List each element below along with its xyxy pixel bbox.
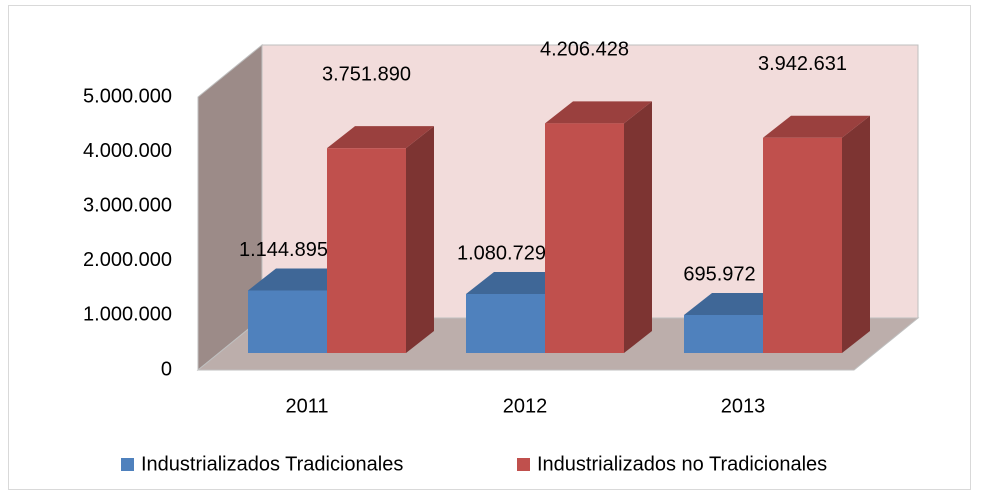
- bar-side: [842, 115, 870, 353]
- data-label: 1.144.895: [239, 239, 328, 261]
- legend-swatch: [121, 458, 134, 471]
- x-tick-label: 2013: [721, 395, 766, 417]
- data-label: 4.206.428: [540, 39, 629, 61]
- legend-label: Industrializados Tradicionales: [141, 453, 403, 475]
- bar-side: [406, 126, 434, 353]
- y-tick-label: 4.000.000: [83, 140, 172, 162]
- bar: [327, 148, 406, 353]
- y-tick-label: 5.000.000: [83, 85, 172, 107]
- x-tick-label: 2012: [503, 395, 548, 417]
- y-tick-label: 1.000.000: [83, 304, 172, 326]
- data-label: 1.080.729: [457, 242, 546, 264]
- bar-top: [327, 126, 434, 149]
- bar-top: [545, 101, 652, 124]
- bar-top: [763, 115, 870, 138]
- bar-side: [624, 101, 652, 353]
- data-label: 3.751.890: [322, 63, 411, 85]
- bar: [248, 290, 327, 353]
- data-label: 3.942.631: [758, 53, 847, 75]
- legend-label: Industrializados no Tradicionales: [537, 453, 827, 475]
- y-tick-label: 0: [161, 358, 172, 380]
- bar: [466, 293, 545, 353]
- bar: [684, 314, 763, 353]
- y-tick-label: 3.000.000: [83, 194, 172, 216]
- bar: [545, 123, 624, 353]
- x-tick-label: 2011: [285, 395, 328, 417]
- data-label: 695.972: [683, 263, 755, 285]
- bar: [763, 137, 842, 353]
- y-tick-label: 2.000.000: [83, 249, 172, 271]
- legend-swatch: [517, 458, 530, 471]
